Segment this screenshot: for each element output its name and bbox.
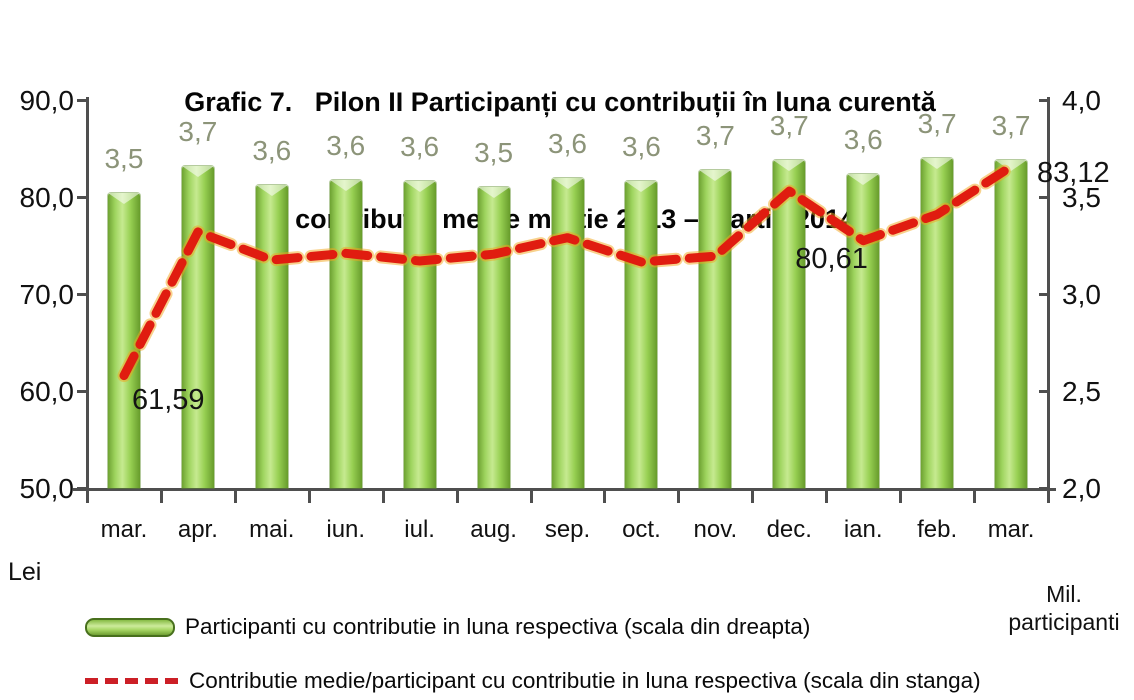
x-axis-label: iun.	[326, 516, 366, 543]
bottom-axis	[73, 488, 1056, 491]
legend-item-average-contribution: Contributie medie/participant cu contrib…	[85, 668, 981, 694]
right-axis-tick-label: 3,0	[1062, 279, 1101, 310]
left-axis-tick	[77, 293, 87, 296]
left-axis-tick	[77, 99, 87, 102]
right-axis-tick	[1039, 293, 1048, 296]
participants-bar	[847, 173, 880, 488]
x-axis-tick	[381, 491, 385, 503]
right-axis-tick	[1039, 390, 1048, 393]
dashed-line-series-swatch	[85, 678, 179, 684]
right-axis-tick	[1039, 487, 1048, 490]
x-axis-tick	[603, 491, 607, 503]
participants-bar	[551, 177, 584, 488]
x-axis-tick	[973, 491, 977, 503]
left-axis-tick-label: 60,0	[19, 376, 75, 407]
x-axis-tick	[455, 491, 459, 503]
x-axis-label: iul.	[404, 516, 435, 543]
chart-title-line1: Grafic 7. Pilon II Participanți cu contr…	[184, 87, 936, 117]
participants-bar	[995, 160, 1028, 488]
line-value-annotation: 80,61	[795, 243, 868, 276]
bar-value-label: 3,7	[178, 115, 218, 147]
legend-label-participants: Participanti cu contributie in luna resp…	[185, 614, 811, 639]
x-axis-tick	[825, 491, 829, 503]
right-axis-unit-label: Mil. participanti	[996, 580, 1132, 636]
x-axis-tick	[86, 491, 89, 503]
right-axis-tick-label: 2,5	[1062, 376, 1101, 407]
left-axis-tick-label: 90,0	[19, 85, 75, 116]
participants-bar	[773, 160, 806, 488]
bar-value-label: 3,7	[917, 108, 957, 140]
x-axis-tick	[751, 491, 755, 503]
x-axis-tick	[307, 491, 311, 503]
x-axis-tick	[677, 491, 681, 503]
participants-bar	[181, 165, 214, 488]
x-axis-label: apr.	[177, 516, 218, 543]
x-axis-tick	[899, 491, 903, 503]
right-axis-unit-line1: Mil.	[1046, 581, 1082, 607]
right-axis-tick	[1039, 196, 1048, 199]
legend-item-participants: Participanti cu contributie in luna resp…	[85, 614, 810, 640]
x-axis-tick	[159, 491, 163, 503]
legend-label-average-contribution: Contributie medie/participant cu contrib…	[189, 668, 981, 693]
bar-value-label: 3,7	[695, 119, 735, 151]
right-axis-tick-label: 3,5	[1062, 182, 1101, 213]
bar-series-swatch	[85, 617, 175, 637]
participants-bar	[477, 187, 510, 488]
participants-bar	[625, 181, 658, 488]
bar-value-label: 3,7	[991, 110, 1031, 142]
x-axis-label: sep.	[544, 516, 591, 543]
left-axis-unit-label: Lei	[8, 558, 42, 586]
right-axis-unit-line2: participanti	[1008, 609, 1120, 635]
x-axis-tick	[233, 491, 237, 503]
line-value-annotation: 83,12	[1037, 156, 1110, 189]
participants-bar	[403, 181, 436, 488]
participants-bar	[699, 169, 732, 488]
bar-value-label: 3,7	[769, 110, 809, 142]
participants-bar	[255, 185, 288, 488]
bar-value-label: 3,6	[843, 123, 883, 155]
left-axis-tick	[77, 196, 87, 199]
x-axis-label: aug.	[470, 516, 517, 543]
right-axis	[1047, 97, 1050, 492]
bar-value-label: 3,6	[400, 131, 440, 163]
x-axis-label: nov.	[693, 516, 738, 543]
left-axis-tick-label: 70,0	[19, 279, 75, 310]
participants-bar	[921, 158, 954, 488]
participants-bar	[107, 193, 140, 488]
x-axis-tick	[529, 491, 533, 503]
left-axis-tick-label: 80,0	[19, 182, 75, 213]
bar-value-label: 3,6	[548, 127, 587, 159]
right-axis-tick-label: 2,0	[1062, 473, 1101, 504]
x-axis-label: ian.	[843, 516, 883, 543]
bar-value-label: 3,5	[104, 143, 144, 175]
x-axis-label: mar.	[100, 516, 148, 543]
bar-value-label: 3,5	[474, 137, 514, 169]
bar-value-label: 3,6	[621, 131, 661, 163]
left-axis-tick-label: 50,0	[19, 473, 75, 504]
participants-bar	[329, 179, 362, 488]
x-axis-label: oct.	[622, 516, 661, 543]
left-axis-tick	[77, 487, 87, 490]
left-axis-tick	[77, 390, 87, 393]
x-axis-label: dec.	[766, 516, 812, 543]
x-axis-label: mai.	[249, 516, 295, 543]
left-axis	[86, 97, 89, 492]
x-axis-label: feb.	[917, 516, 958, 543]
x-axis-tick	[1047, 491, 1050, 503]
x-axis-label: mar.	[987, 516, 1035, 543]
right-axis-tick-label: 4,0	[1062, 85, 1101, 116]
bar-value-label: 3,6	[252, 135, 292, 167]
bar-value-label: 3,6	[326, 129, 366, 161]
line-value-annotation: 61,59	[131, 383, 205, 416]
right-axis-tick	[1039, 99, 1048, 102]
